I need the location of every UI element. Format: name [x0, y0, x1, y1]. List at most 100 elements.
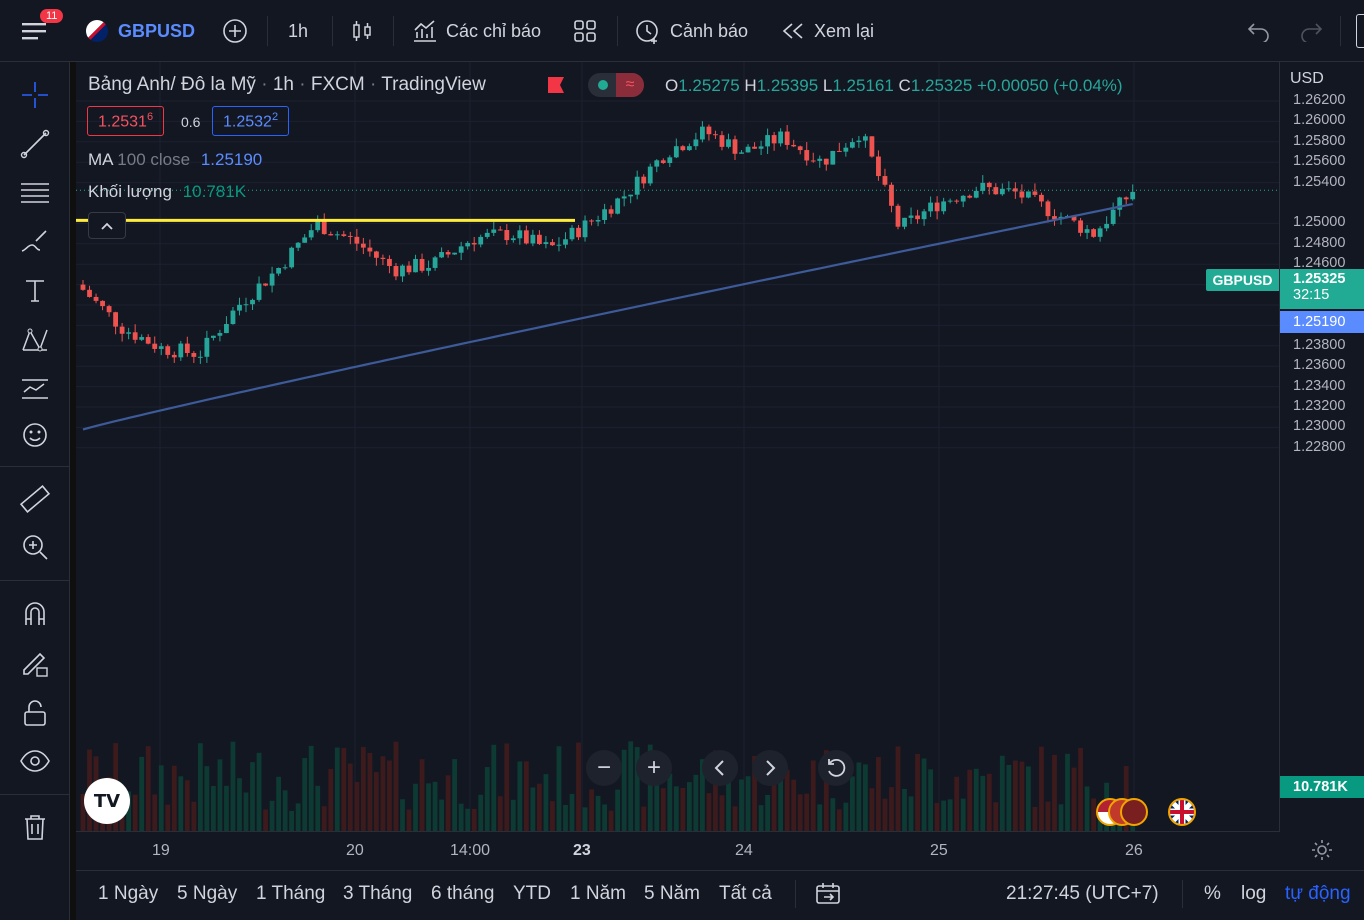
goto-date-icon[interactable]	[814, 881, 842, 912]
price-tick-label: 1.25400	[1293, 173, 1346, 190]
trash-icon[interactable]	[16, 808, 54, 846]
volume-bar	[869, 788, 875, 831]
auto-scale-toggle[interactable]: tự động	[1285, 883, 1351, 904]
chart-type-button[interactable]	[350, 14, 374, 48]
brush-icon[interactable]	[16, 223, 54, 261]
forecast-icon[interactable]	[16, 370, 54, 408]
candle-body	[354, 236, 360, 244]
settings-gear-icon[interactable]	[1310, 838, 1334, 867]
candle-body	[595, 219, 601, 222]
spread-value: 0.6	[181, 114, 201, 130]
candle-body	[1091, 229, 1096, 237]
candle-body	[341, 234, 347, 236]
price-chart[interactable]	[76, 62, 1364, 870]
reset-chart-button[interactable]	[818, 750, 854, 786]
volume-bar	[647, 744, 653, 831]
range-1y[interactable]: 1 Năm	[570, 883, 626, 904]
uk-flag-icon[interactable]	[1168, 798, 1196, 826]
volume-bar	[706, 793, 712, 831]
volume-bar	[302, 758, 308, 831]
pattern-icon[interactable]	[16, 321, 54, 359]
clock-timezone[interactable]: 21:27:45 (UTC+7)	[1006, 883, 1159, 904]
volume-bar	[328, 768, 334, 831]
collapse-legend-button[interactable]	[88, 212, 126, 239]
range-1d[interactable]: 1 Ngày	[98, 883, 159, 904]
emoji-icon[interactable]	[16, 416, 54, 454]
log-toggle[interactable]: log	[1241, 883, 1267, 904]
unlock-icon[interactable]	[16, 694, 54, 732]
eye-icon[interactable]	[16, 742, 54, 780]
range-5y[interactable]: 5 Năm	[644, 883, 700, 904]
candle-body	[1104, 223, 1110, 229]
range-all[interactable]: Tất cả	[719, 883, 772, 904]
price-tick-label: 1.23400	[1293, 377, 1346, 394]
zoom-out-button[interactable]: −	[586, 750, 622, 786]
interval-button[interactable]: 1h	[288, 20, 309, 41]
range-6m[interactable]: 6 tháng	[431, 883, 495, 904]
volume-bar	[204, 766, 210, 831]
volume-bar	[1091, 798, 1096, 831]
crosshair-icon[interactable]	[16, 76, 54, 114]
tradingview-logo[interactable]: TV	[84, 778, 130, 824]
symbol-search[interactable]: GBPUSD	[86, 14, 195, 48]
time-axis[interactable]	[76, 831, 1279, 870]
replay-button[interactable]: Xem lại	[780, 14, 874, 48]
compare-button[interactable]	[222, 14, 248, 48]
range-ytd[interactable]: YTD	[513, 883, 551, 904]
volume-bar	[491, 744, 497, 831]
layouts-button[interactable]	[572, 14, 598, 48]
price-axis[interactable]	[1279, 62, 1364, 832]
undo-button[interactable]	[1246, 14, 1272, 48]
zoom-in-button[interactable]: +	[636, 750, 672, 786]
range-1m[interactable]: 1 Tháng	[256, 883, 326, 904]
candle-body	[458, 246, 464, 253]
candle-body	[497, 229, 503, 231]
volume-bar	[530, 787, 536, 831]
volume-legend[interactable]: Khối lượng 10.781K	[88, 182, 246, 202]
volume-bar	[458, 803, 464, 831]
percent-toggle[interactable]: %	[1204, 883, 1221, 904]
symbol-label: GBPUSD	[118, 20, 196, 41]
close-value: 1.25325	[910, 76, 973, 95]
flag-icon	[86, 20, 108, 42]
candle-body	[126, 332, 132, 334]
status-pill[interactable]: ≈	[588, 73, 644, 97]
trend-line-icon[interactable]	[16, 125, 54, 163]
volume-bar	[902, 788, 907, 831]
magnet-icon[interactable]	[16, 595, 54, 633]
alerts-button[interactable]: Cảnh báo	[634, 14, 748, 48]
scroll-right-button[interactable]	[752, 750, 788, 786]
volume-bar	[263, 809, 268, 831]
fib-retracement-icon[interactable]	[16, 174, 54, 212]
indicators-button[interactable]: Các chỉ báo	[412, 14, 541, 48]
currency-label[interactable]: USD	[1290, 70, 1324, 87]
chart-pane[interactable]	[76, 62, 1364, 870]
sell-button[interactable]: 1.25316	[87, 106, 165, 137]
volume-bar	[582, 807, 588, 831]
candle-body	[1123, 197, 1129, 200]
lock-drawing-icon[interactable]	[16, 644, 54, 682]
buy-button[interactable]: 1.25322	[212, 106, 290, 137]
candle-body	[1039, 194, 1044, 202]
last-price-tag: 1.25325 32:15	[1280, 269, 1364, 309]
redo-button[interactable]	[1298, 14, 1324, 48]
range-5d[interactable]: 5 Ngày	[177, 883, 238, 904]
candle-body	[739, 152, 744, 154]
candle-body	[360, 243, 366, 248]
right-panel-edge[interactable]	[1356, 14, 1364, 48]
scroll-left-button[interactable]	[702, 750, 738, 786]
ma-legend[interactable]: MA 100 close 1.25190	[88, 150, 262, 170]
candle-body	[713, 134, 718, 136]
volume-bar	[1084, 786, 1090, 831]
economic-events-icon[interactable]	[1096, 798, 1156, 826]
volume-bar	[797, 794, 803, 831]
zoom-in-icon[interactable]	[16, 528, 54, 566]
ruler-icon[interactable]	[16, 480, 54, 518]
text-icon[interactable]	[16, 272, 54, 310]
volume-bar	[380, 756, 386, 831]
volume-tag: 10.781K	[1280, 776, 1364, 798]
menu-icon[interactable]	[20, 14, 48, 48]
high-label: H	[744, 76, 757, 95]
range-3m[interactable]: 3 Tháng	[343, 883, 413, 904]
volume-bar	[634, 747, 640, 831]
